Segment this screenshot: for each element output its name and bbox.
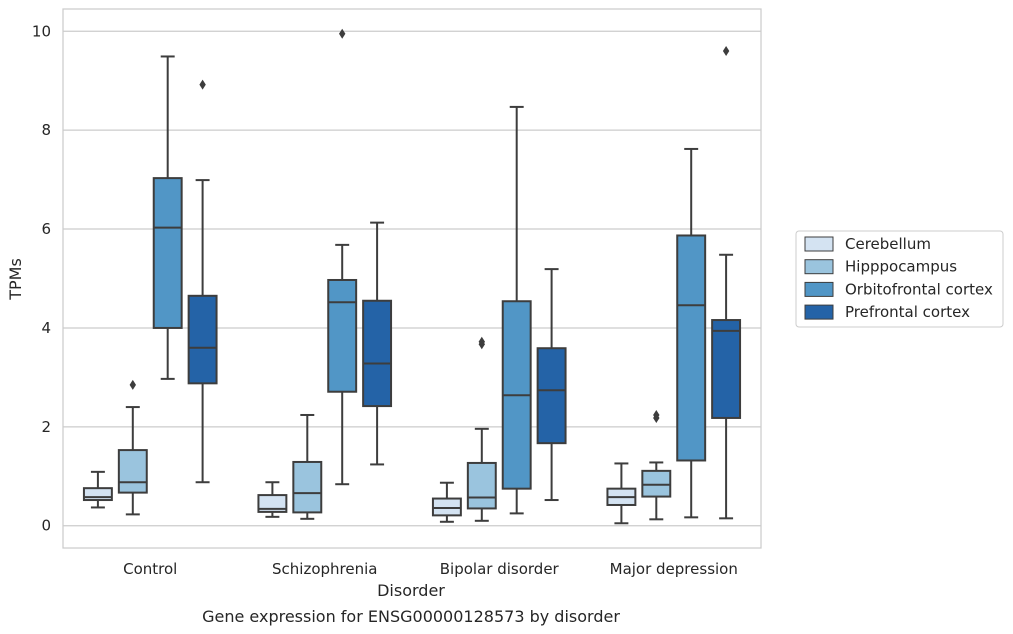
outlier-point xyxy=(653,409,660,420)
y-axis-title: TPMs xyxy=(6,258,25,301)
box-body xyxy=(676,234,707,462)
box-body xyxy=(466,461,497,510)
box-body xyxy=(327,278,358,393)
outlier-point xyxy=(129,379,136,390)
y-tick-label: 6 xyxy=(41,220,51,238)
box-cerebellum-2 xyxy=(431,481,462,523)
box-prefrontal-cortex-3 xyxy=(711,46,742,520)
legend-label: Cerebellum xyxy=(845,235,931,253)
box-hipppocampus-3 xyxy=(641,409,672,521)
box-cerebellum-1 xyxy=(257,481,288,518)
box-hipppocampus-1 xyxy=(292,413,323,520)
outlier-point xyxy=(722,46,730,57)
y-tick-label: 4 xyxy=(41,319,51,337)
legend-label: Hipppocampus xyxy=(845,258,957,276)
y-tick-label: 2 xyxy=(41,418,51,436)
y-tick-label: 10 xyxy=(32,22,51,40)
box-orbitofrontal-cortex-3 xyxy=(676,147,707,519)
box-hipppocampus-0 xyxy=(117,379,148,516)
box-body xyxy=(711,319,742,419)
legend-swatch xyxy=(804,304,834,320)
y-tick-labels: 0 2 4 6 8 10 xyxy=(32,22,51,534)
box-body xyxy=(152,177,183,329)
x-tick-labels: Control Schizophrenia Bipolar disorder Majo… xyxy=(123,560,738,578)
legend-swatch xyxy=(804,236,834,252)
x-tick-label: Schizophrenia xyxy=(272,560,377,578)
box-body xyxy=(292,460,323,514)
plot-frame xyxy=(62,8,762,549)
x-tick-label: Major depression xyxy=(610,560,738,578)
legend: Cerebellum Hipppocampus Orbitofrontal cort… xyxy=(795,230,1004,328)
chart-caption: Gene expression for ENSG00000128573 by d… xyxy=(202,607,620,626)
y-tick-label: 8 xyxy=(41,121,51,139)
box-body xyxy=(257,494,288,513)
x-tick-label: Bipolar disorder xyxy=(440,560,560,578)
box-body xyxy=(187,294,218,385)
box-prefrontal-cortex-2 xyxy=(536,268,567,502)
legend-swatch xyxy=(804,281,834,297)
x-tick-label: Control xyxy=(123,560,177,578)
legend-swatch xyxy=(804,259,834,275)
box-body xyxy=(82,487,113,502)
outlier-point xyxy=(199,79,206,90)
box-cerebellum-3 xyxy=(606,462,637,525)
legend-label: Prefrontal cortex xyxy=(845,303,970,321)
y-tick-label: 0 xyxy=(41,517,51,535)
box-orbitofrontal-cortex-2 xyxy=(501,105,532,515)
box-body xyxy=(536,347,567,445)
box-orbitofrontal-cortex-1 xyxy=(327,28,358,486)
legend-frame xyxy=(795,230,1004,328)
boxes xyxy=(82,28,742,525)
box-prefrontal-cortex-0 xyxy=(187,79,218,484)
outlier-point xyxy=(478,336,485,347)
box-prefrontal-cortex-1 xyxy=(362,221,393,466)
legend-label: Orbitofrontal cortex xyxy=(845,280,993,298)
outlier-point xyxy=(339,28,346,39)
x-axis-title: Disorder xyxy=(377,581,445,600)
box-orbitofrontal-cortex-0 xyxy=(152,55,183,380)
box-hipppocampus-2 xyxy=(466,336,497,522)
box-cerebellum-0 xyxy=(82,470,113,509)
box-body xyxy=(362,299,393,408)
box-body xyxy=(117,449,148,494)
